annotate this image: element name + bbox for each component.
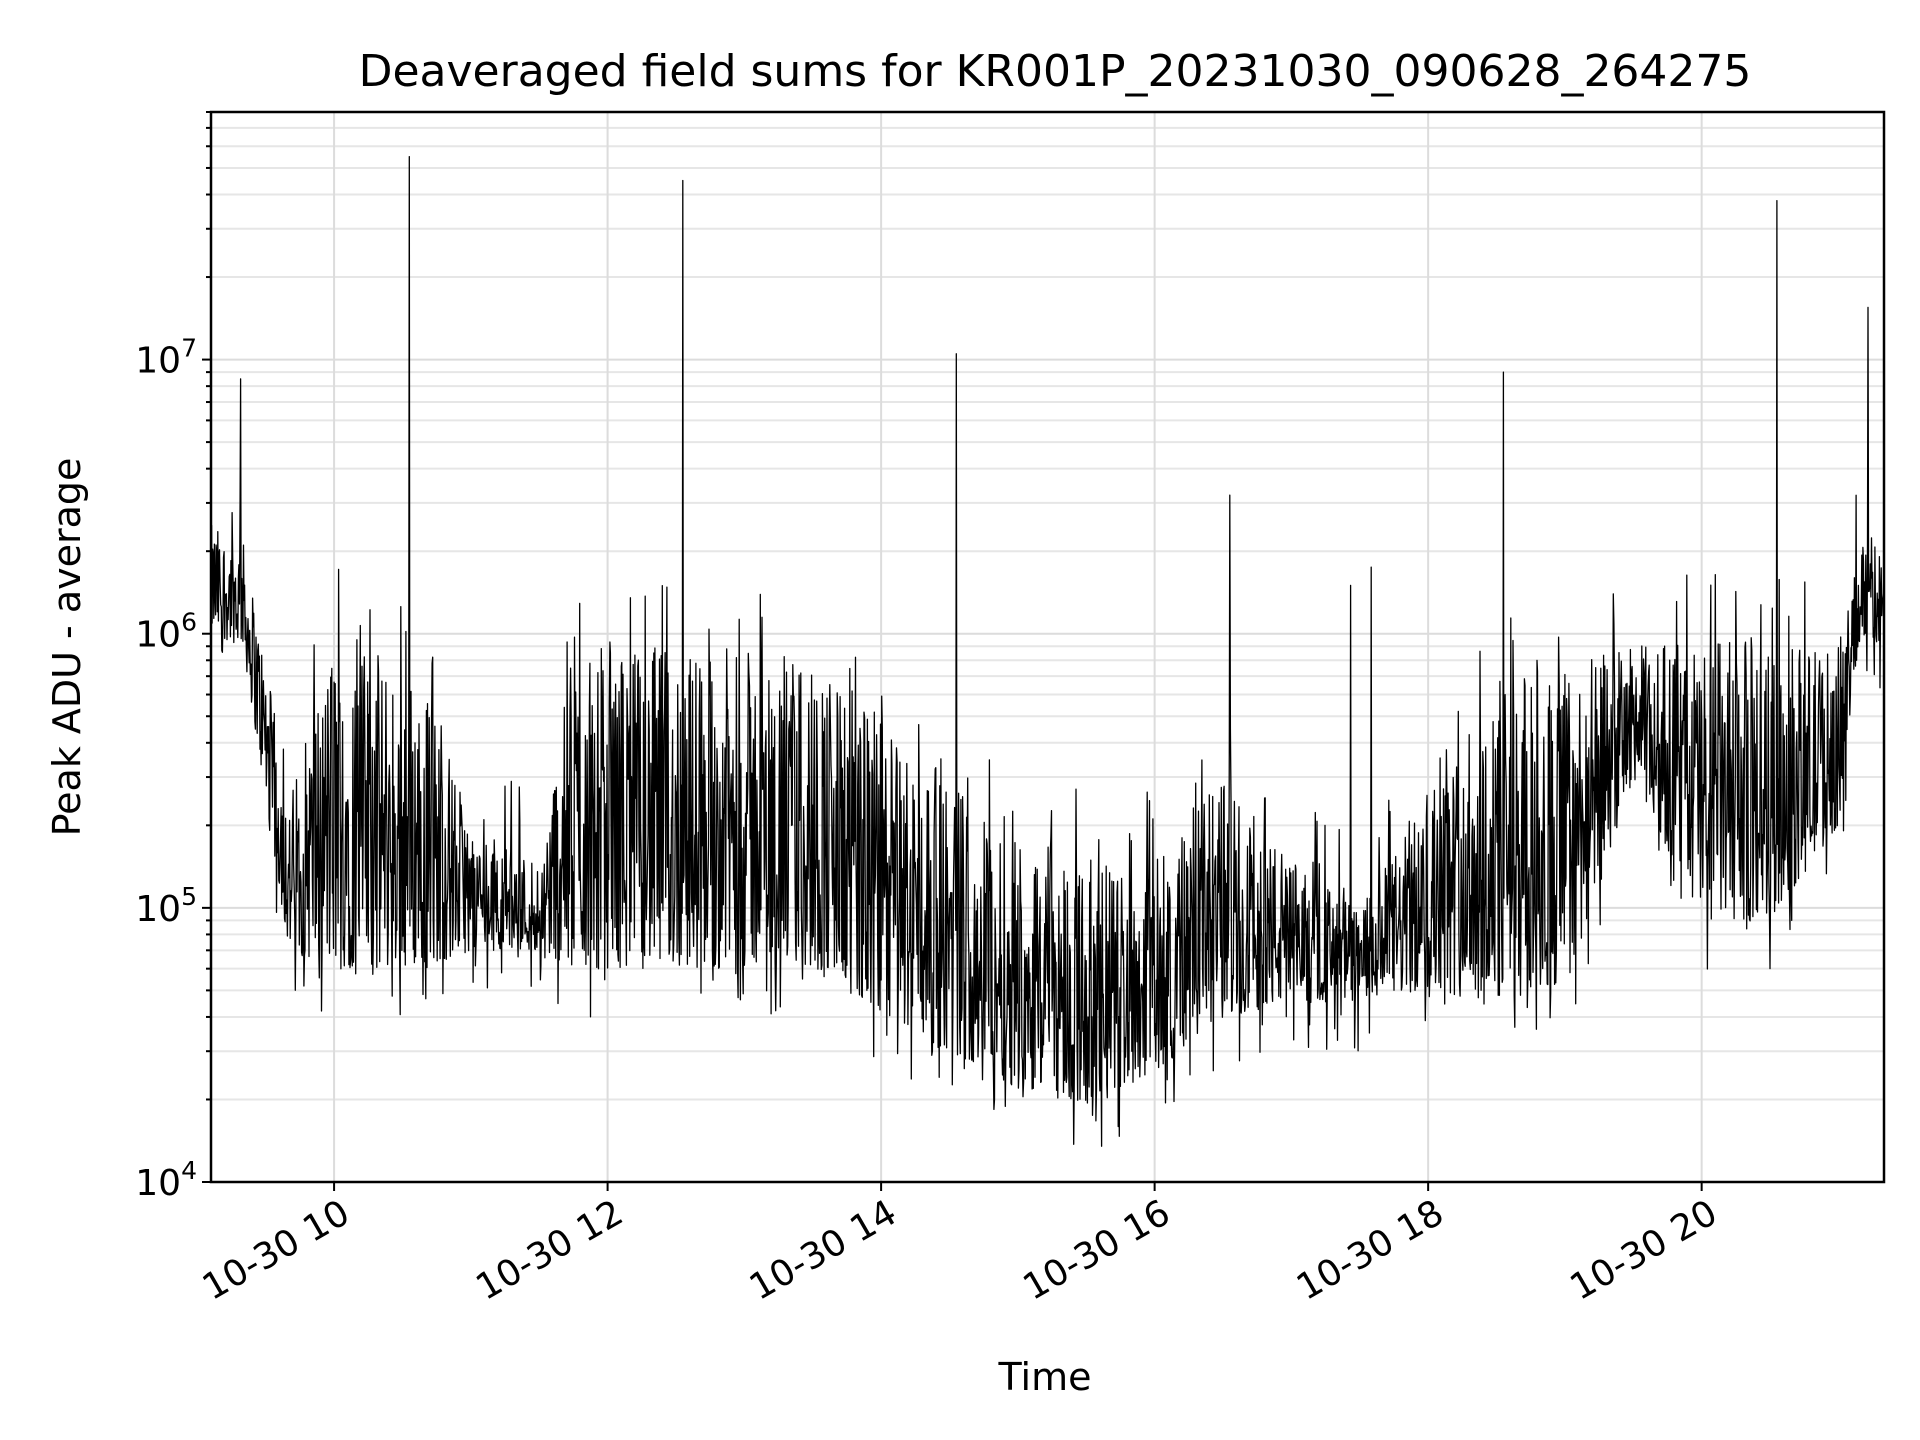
y-tick-label: 106 xyxy=(135,608,197,656)
x-axis-label: Time xyxy=(998,1355,1092,1399)
series-line xyxy=(211,155,1884,1147)
x-axis: 10-30 10 10-30 12 10-30 14 10-30 16 10-30 18… xyxy=(196,1182,1724,1309)
y-tick-label: 107 xyxy=(135,334,197,382)
y-axis-label: Peak ADU - average xyxy=(45,458,89,837)
x-tick-label: 10-30 20 xyxy=(1563,1192,1724,1308)
chart-title: Deaveraged field sums for KR001P_2023103… xyxy=(359,46,1752,97)
y-tick-label: 105 xyxy=(135,882,197,930)
y-tick-label: 104 xyxy=(135,1156,197,1204)
grid xyxy=(211,111,1884,1183)
x-tick-label: 10-30 14 xyxy=(743,1192,904,1308)
x-tick-label: 10-30 10 xyxy=(196,1192,357,1308)
x-tick-label: 10-30 12 xyxy=(469,1192,630,1308)
x-tick-label: 10-30 18 xyxy=(1290,1192,1451,1308)
y-axis: 104 105 106 107 xyxy=(135,111,211,1204)
x-tick-label: 10-30 16 xyxy=(1016,1192,1177,1308)
